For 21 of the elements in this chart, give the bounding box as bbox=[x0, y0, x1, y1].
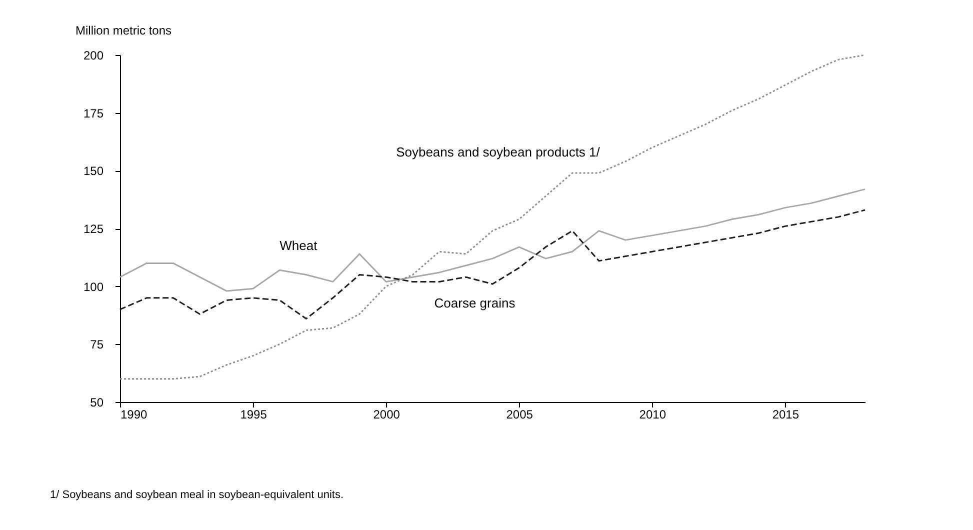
x-tick-label: 2005 bbox=[506, 408, 534, 422]
text: 1/ Soybeans and soybean meal in soybean-equivalent units. bbox=[50, 489, 344, 501]
y-tick-label: 100 bbox=[83, 280, 104, 294]
y-axis-title: Million metric tons bbox=[76, 24, 172, 38]
line-series bbox=[119, 54, 866, 380]
y-tick-label: 150 bbox=[83, 164, 104, 178]
series-label: Soybeans and soybean products 1/ bbox=[396, 144, 600, 160]
series-label: Coarse grains bbox=[434, 296, 516, 311]
y-tick-label: 175 bbox=[83, 106, 104, 120]
x-tick-label: 2015 bbox=[772, 408, 800, 422]
y-tick-label: 200 bbox=[83, 48, 104, 62]
x-tick-label: 2010 bbox=[639, 408, 666, 422]
series-label: Wheat bbox=[280, 238, 318, 254]
y-tick-label: 50 bbox=[90, 396, 104, 410]
line-series bbox=[119, 209, 866, 320]
line-series bbox=[119, 188, 866, 292]
x-tick-label: 1990 bbox=[120, 408, 148, 422]
x-tick-label: 1995 bbox=[240, 408, 268, 422]
x-tick-label: 2000 bbox=[373, 408, 400, 422]
y-tick-label: 125 bbox=[83, 222, 104, 236]
y-tick-label: 75 bbox=[90, 338, 104, 352]
